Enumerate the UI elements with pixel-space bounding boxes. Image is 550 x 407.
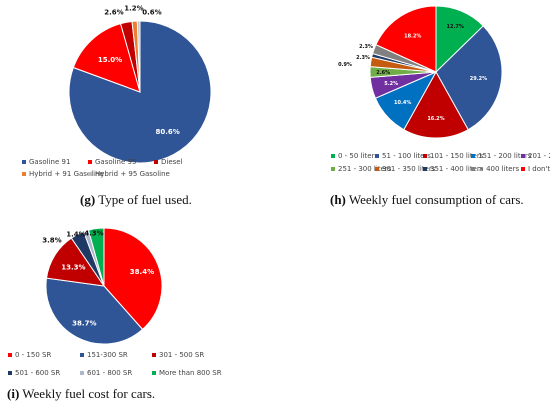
legend-swatch-h-6 <box>375 167 379 171</box>
legend-label-i-0: 0 - 150 SR <box>15 351 51 359</box>
pie-chart-i: 38.4% 38.7% 13.3% 3.8% 1.4%4.3% <box>42 227 163 345</box>
caption-g-text: Type of fuel used. <box>98 192 192 207</box>
data-label-g-0: 80.6% <box>155 128 179 136</box>
legend-swatch-g-1 <box>88 160 92 164</box>
pie-slice-h-2 <box>403 70 469 139</box>
caption-i: (i) Weekly fuel cost for cars. <box>7 386 155 402</box>
legend-label-g-1: Gasoline 95 <box>95 158 136 166</box>
legend-label-h-5: 251 - 300 liters <box>338 165 392 173</box>
legend-swatch-i-5 <box>152 371 156 375</box>
caption-h-prefix: (h) <box>330 192 346 207</box>
legend-label-h-3: 151 - 200 liters <box>478 152 532 160</box>
caption-i-prefix: (i) <box>7 386 20 401</box>
legend-label-h-2: 101 - 150 liters <box>430 152 484 160</box>
data-label-i-0: 38.4% <box>130 268 154 276</box>
legend-label-g-3: Hybrid + 91 Gasoline <box>29 170 104 178</box>
legend-label-g-2: Diesel <box>161 158 183 166</box>
legend-swatch-h-2 <box>423 154 427 158</box>
legend-i: 0 - 150 SR 151-300 SR 301 - 500 SR 501 - 60… <box>8 351 222 377</box>
legend-swatch-i-1 <box>80 353 84 357</box>
pie-slice-i-1 <box>45 277 144 345</box>
legend-label-g-4: Hybrid + 95 Gasoline <box>95 170 170 178</box>
legend-label-i-4: 601 - 800 SR <box>87 369 132 377</box>
legend-label-h-6: 301 - 350 liters <box>382 165 436 173</box>
caption-g-prefix: (g) <box>80 192 96 207</box>
legend-label-h-4: 201 - 250 liters <box>528 152 550 160</box>
legend-swatch-i-2 <box>152 353 156 357</box>
legend-swatch-h-9 <box>521 167 525 171</box>
pie-slice-i-0 <box>103 227 163 331</box>
legend-h: 0 - 50 liters 51 - 100 liters 101 - 150 li… <box>331 152 550 173</box>
caption-h-text: Weekly fuel consumption of cars. <box>348 192 524 207</box>
legend-swatch-h-7 <box>423 167 427 171</box>
pie-slice-i-5 <box>87 227 105 287</box>
caption-g: (g) Type of fuel used. <box>80 192 192 208</box>
data-label-i-2: 13.3% <box>61 263 85 271</box>
data-label-g-4: 0.6% <box>142 8 161 16</box>
legend-swatch-h-1 <box>375 154 379 158</box>
legend-swatch-h-5 <box>331 167 335 171</box>
caption-h: (h) Weekly fuel consumption of cars. <box>330 192 524 208</box>
data-label-h-5: 2.6% <box>376 70 390 76</box>
legend-swatch-i-0 <box>8 353 12 357</box>
data-label-g-1: 15.0% <box>98 56 122 64</box>
data-label-g-3: 1.2% <box>124 4 143 12</box>
data-label-g-2: 2.6% <box>104 8 123 16</box>
legend-swatch-i-4 <box>80 371 84 375</box>
legend-swatch-g-2 <box>154 160 158 164</box>
legend-label-h-0: 0 - 50 liters <box>338 152 378 160</box>
legend-label-i-5: More than 800 SR <box>159 369 222 377</box>
legend-label-g-0: Gasoline 91 <box>29 158 70 166</box>
pie-chart-h: 12.7% 29.2% 16.2% 10.4% 5.2% 2.6% 2.3% 0.9% 2.3%… <box>338 5 503 139</box>
legend-label-h-7: 351 - 400 liters <box>430 165 484 173</box>
data-label-h-7: 0.9% <box>338 62 352 68</box>
legend-swatch-h-3 <box>471 154 475 158</box>
legend-swatch-i-3 <box>8 371 12 375</box>
legend-swatch-g-4 <box>88 172 92 176</box>
data-label-i-3: 3.8% <box>42 236 61 244</box>
caption-i-text: Weekly fuel cost for cars. <box>22 386 156 401</box>
legend-label-h-8: > 400 liters <box>478 165 519 173</box>
data-label-h-8: 2.3% <box>359 44 373 50</box>
legend-label-i-2: 301 - 500 SR <box>159 351 204 359</box>
pie-slice-h-9 <box>375 5 437 73</box>
legend-label-i-3: 501 - 600 SR <box>15 369 60 377</box>
data-label-i-5: 4.3% <box>84 229 103 237</box>
pie-slice-g-1 <box>72 23 141 93</box>
legend-label-h-9: I don't know <box>528 165 550 173</box>
data-label-h-6: 2.3% <box>356 55 370 61</box>
data-label-i-4: 1.4% <box>66 230 85 238</box>
legend-swatch-h-4 <box>521 154 525 158</box>
legend-g: Gasoline 91 Gasoline 95 Diesel Hybrid + 91 … <box>22 158 183 178</box>
legend-label-i-1: 151-300 SR <box>87 351 128 359</box>
data-label-h-9: 18.2% <box>404 34 421 40</box>
data-label-h-0: 12.7% <box>447 24 464 30</box>
legend-swatch-h-0 <box>331 154 335 158</box>
pie-slice-g-4 <box>136 20 141 93</box>
legend-swatch-g-3 <box>22 172 26 176</box>
data-label-h-2: 16.2% <box>427 116 444 122</box>
data-label-h-3: 10.4% <box>394 100 411 106</box>
data-label-h-4: 5.2% <box>384 81 398 87</box>
data-label-i-1: 38.7% <box>72 319 96 327</box>
data-label-h-1: 29.2% <box>470 76 487 82</box>
pie-chart-g: 80.6% 15.0% 2.6% 1.2%0.6% <box>68 4 212 164</box>
legend-label-h-1: 51 - 100 liters <box>382 152 431 160</box>
legend-swatch-g-0 <box>22 160 26 164</box>
legend-swatch-h-8 <box>471 167 475 171</box>
pie-slice-h-1 <box>435 25 503 131</box>
